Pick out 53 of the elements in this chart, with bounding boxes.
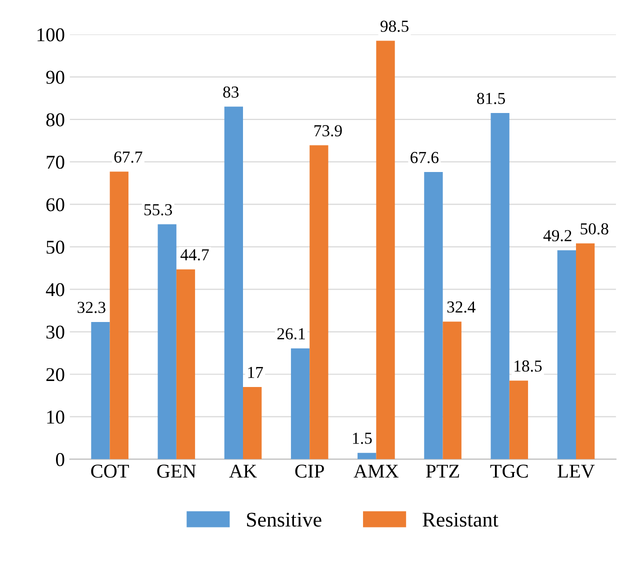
data-label: 18.5	[514, 360, 542, 372]
data-label: 32.3	[78, 302, 106, 314]
data-label: 67.7	[114, 151, 142, 163]
bar	[376, 40, 395, 460]
x-tick-label: AK	[229, 464, 257, 478]
y-tick-label: 100	[38, 28, 64, 42]
data-label: 1.5	[353, 432, 372, 444]
data-label: 32.4	[447, 301, 476, 313]
y-tick-label: 10	[47, 410, 64, 424]
bar	[91, 322, 110, 460]
bar	[290, 348, 310, 460]
y-tick-label: 20	[46, 368, 64, 382]
x-tick-label: LEV	[558, 464, 595, 478]
data-label: 17	[248, 366, 263, 378]
y-tick-label: 90	[46, 70, 64, 84]
bar	[158, 224, 176, 460]
x-tick-label: COT	[91, 464, 129, 478]
data-label: 67.6	[410, 152, 439, 164]
bar	[358, 452, 376, 460]
x-tick-label: AMX	[354, 464, 399, 478]
bar	[424, 172, 443, 460]
bar	[576, 243, 595, 460]
y-tick-label: 0	[56, 453, 64, 466]
bar	[224, 106, 244, 460]
bar	[509, 380, 528, 460]
data-label: 81.5	[477, 92, 505, 104]
bar	[490, 113, 510, 460]
bar	[557, 250, 576, 460]
data-label: 55.3	[144, 204, 172, 216]
bar	[176, 269, 196, 460]
y-tick-label: 70	[46, 156, 64, 169]
legend-label: Sensitive	[247, 512, 322, 527]
data-label: 73.9	[314, 125, 342, 136]
x-tick-label: GEN	[157, 464, 196, 478]
data-label: 44.7	[180, 249, 209, 260]
y-tick-label: 80	[46, 113, 64, 126]
data-label: 50.8	[580, 223, 608, 235]
bar	[110, 172, 128, 460]
y-tick-label: 30	[46, 326, 64, 339]
y-tick-label: 50	[46, 240, 64, 254]
x-tick-label: CIP	[295, 464, 324, 478]
y-tick-label: 60	[46, 198, 64, 212]
x-tick-label: TGC	[490, 464, 528, 478]
data-label: 26.1	[277, 328, 305, 340]
x-tick-label: PTZ	[426, 464, 460, 478]
data-label: 49.2	[543, 230, 572, 242]
y-tick-label: 40	[46, 283, 64, 296]
data-label: 83	[223, 86, 239, 98]
bar	[310, 145, 328, 460]
legend-label: Resistant	[422, 512, 498, 527]
bar	[243, 386, 262, 460]
bar	[442, 322, 462, 460]
data-label: 98.5	[380, 20, 408, 32]
